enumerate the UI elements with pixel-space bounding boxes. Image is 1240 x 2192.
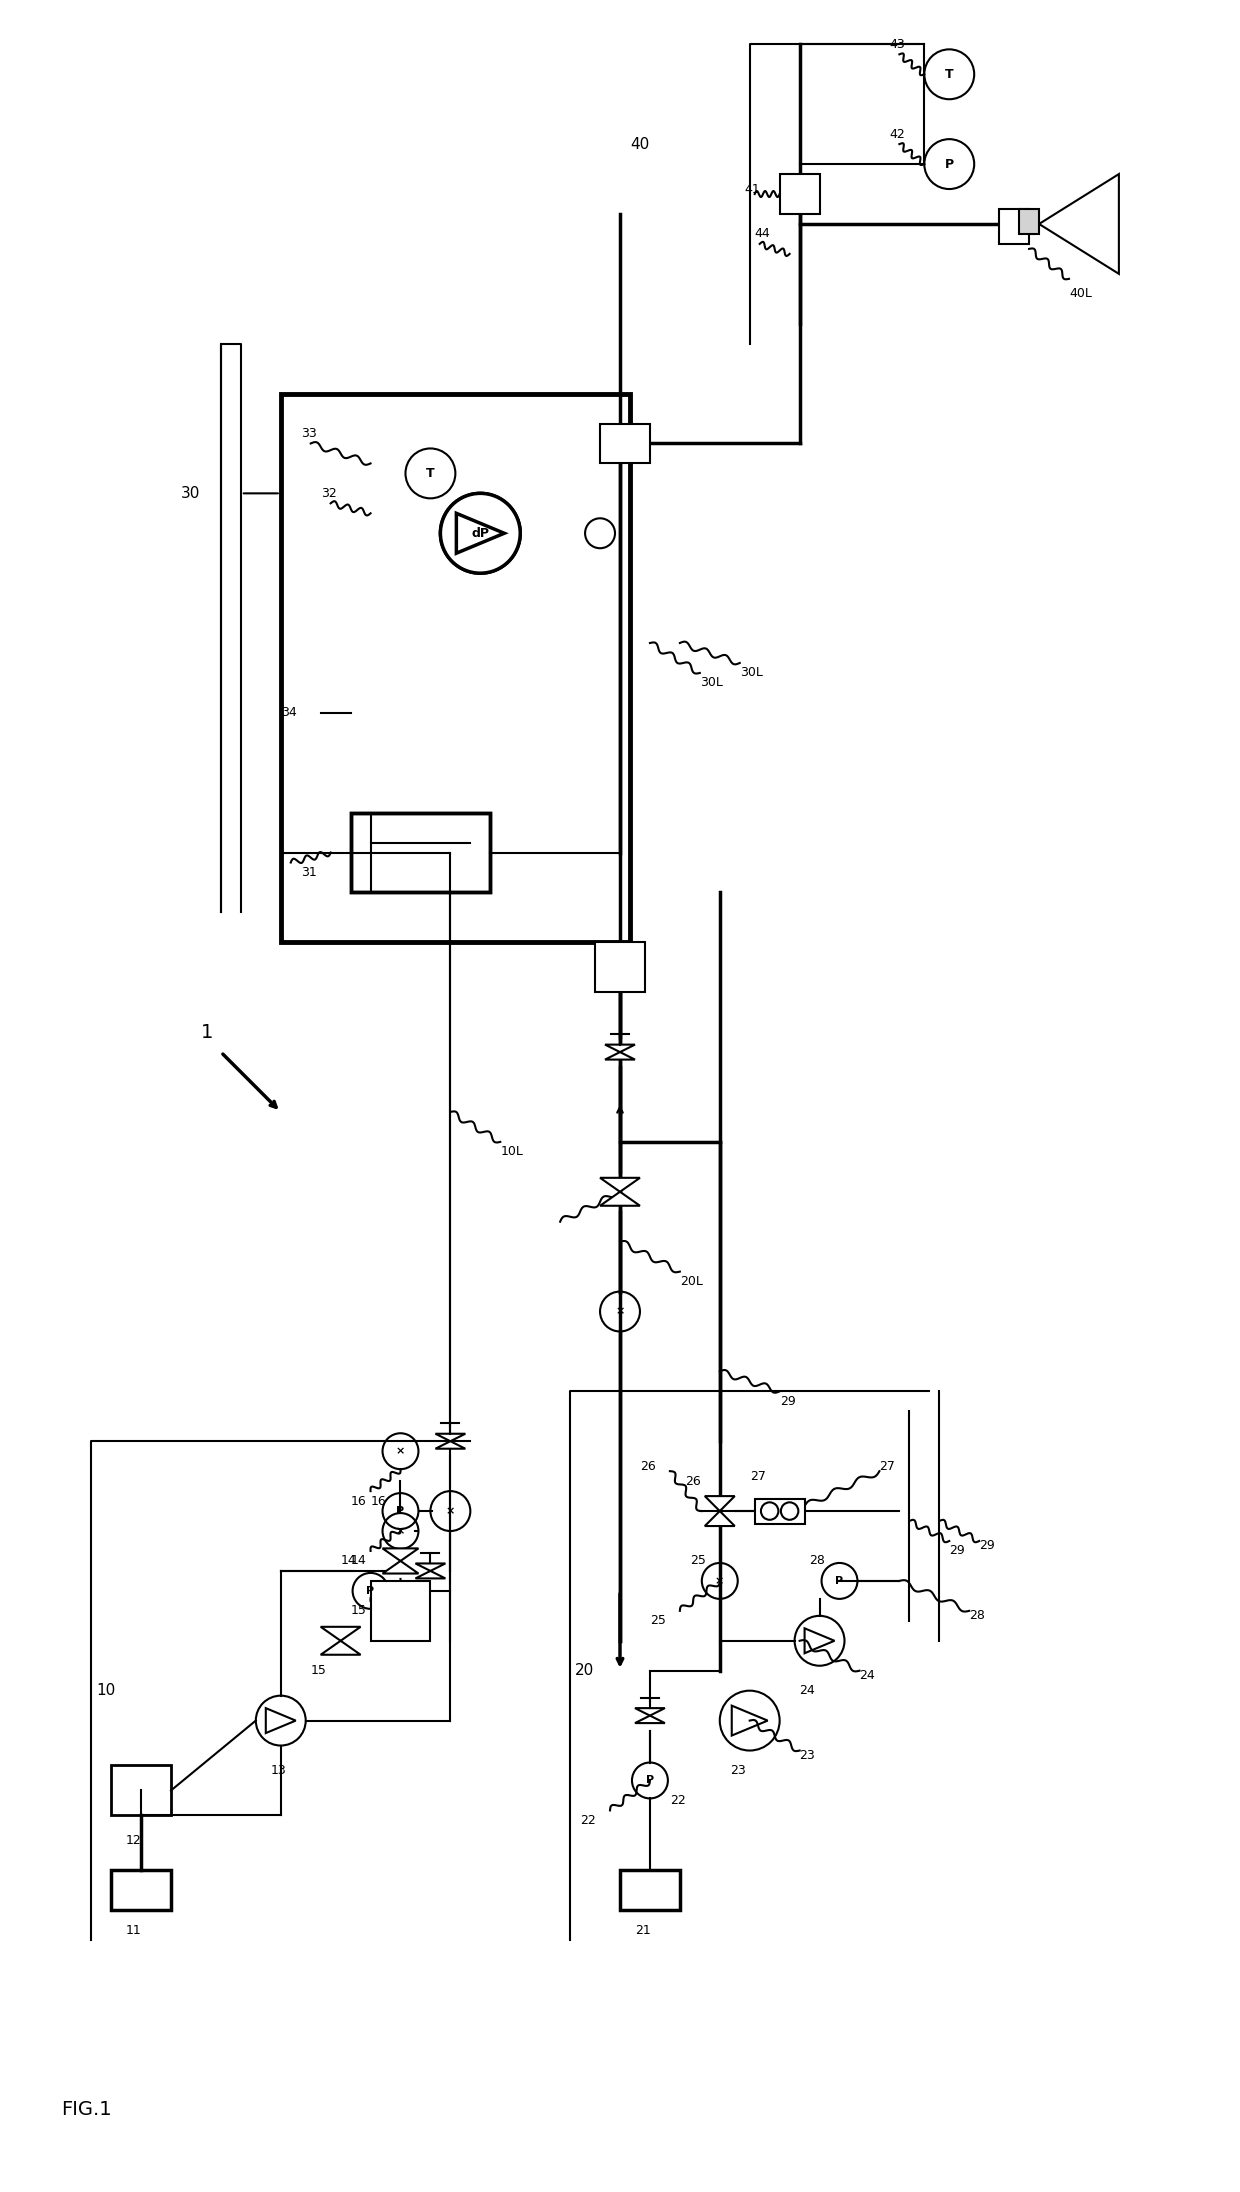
Text: T: T xyxy=(427,467,435,480)
Text: FIG.1: FIG.1 xyxy=(61,2100,112,2120)
Polygon shape xyxy=(382,1548,418,1561)
Text: ×: × xyxy=(396,1447,405,1455)
Text: 12: 12 xyxy=(126,1835,141,1848)
Text: 14: 14 xyxy=(351,1554,366,1567)
Text: 30L: 30L xyxy=(740,666,763,680)
Text: 10: 10 xyxy=(97,1683,115,1699)
Text: 40L: 40L xyxy=(1069,287,1092,300)
Polygon shape xyxy=(415,1563,445,1572)
Text: 22: 22 xyxy=(670,1793,686,1806)
Text: P: P xyxy=(397,1506,404,1517)
Polygon shape xyxy=(704,1510,735,1526)
Polygon shape xyxy=(435,1434,465,1440)
Polygon shape xyxy=(605,1052,635,1059)
Text: ×: × xyxy=(715,1576,724,1585)
Text: 29: 29 xyxy=(980,1539,994,1552)
Text: 40: 40 xyxy=(630,136,650,151)
Bar xyxy=(351,813,490,892)
Text: 25: 25 xyxy=(650,1613,666,1626)
Text: 26: 26 xyxy=(640,1460,656,1473)
Text: 28: 28 xyxy=(810,1554,826,1567)
Text: 41: 41 xyxy=(745,182,760,195)
Text: 15: 15 xyxy=(351,1605,367,1618)
Text: dP: dP xyxy=(471,526,490,539)
Polygon shape xyxy=(704,1497,735,1510)
Circle shape xyxy=(440,493,521,572)
Bar xyxy=(1019,208,1039,235)
Text: 29: 29 xyxy=(780,1394,795,1407)
Text: 26: 26 xyxy=(684,1475,701,1488)
Polygon shape xyxy=(382,1561,418,1574)
Text: 27: 27 xyxy=(750,1469,765,1482)
Bar xyxy=(780,173,820,215)
Text: T: T xyxy=(945,68,954,81)
Polygon shape xyxy=(415,1572,445,1578)
Text: 20: 20 xyxy=(575,1664,594,1679)
Bar xyxy=(620,1870,680,1909)
Bar xyxy=(595,943,645,993)
Text: P: P xyxy=(945,158,954,171)
Text: 31: 31 xyxy=(301,866,316,879)
Text: 22: 22 xyxy=(580,1813,596,1826)
Bar xyxy=(112,1765,171,1815)
Text: 34: 34 xyxy=(280,706,296,719)
Bar xyxy=(755,1499,805,1523)
Text: 30L: 30L xyxy=(699,677,723,690)
Text: 15: 15 xyxy=(311,1664,326,1677)
Text: 13: 13 xyxy=(270,1765,286,1778)
Text: 29: 29 xyxy=(950,1545,965,1559)
Polygon shape xyxy=(605,1046,635,1052)
Text: 23: 23 xyxy=(730,1765,745,1778)
Bar xyxy=(999,208,1029,243)
Text: 27: 27 xyxy=(879,1460,895,1473)
Polygon shape xyxy=(600,1177,640,1192)
Text: ×: × xyxy=(615,1306,625,1317)
Text: 33: 33 xyxy=(301,427,316,441)
Text: P: P xyxy=(836,1576,843,1585)
Text: 28: 28 xyxy=(970,1609,985,1622)
Text: 1: 1 xyxy=(201,1024,213,1041)
Polygon shape xyxy=(635,1708,665,1716)
Bar xyxy=(371,1580,430,1642)
Text: 16: 16 xyxy=(371,1495,387,1508)
Polygon shape xyxy=(435,1440,465,1449)
Polygon shape xyxy=(600,1192,640,1206)
Text: ×: × xyxy=(445,1506,455,1517)
Bar xyxy=(280,395,630,943)
Text: 24: 24 xyxy=(800,1683,816,1697)
Text: 14: 14 xyxy=(341,1554,356,1567)
Polygon shape xyxy=(321,1642,361,1655)
Text: 24: 24 xyxy=(859,1668,875,1681)
Polygon shape xyxy=(635,1716,665,1723)
Text: 44: 44 xyxy=(755,228,770,241)
Text: 32: 32 xyxy=(321,487,336,500)
Text: 42: 42 xyxy=(889,127,905,140)
Text: 21: 21 xyxy=(635,1925,651,1936)
Bar xyxy=(351,813,490,892)
Text: 16: 16 xyxy=(351,1495,366,1508)
Bar xyxy=(112,1870,171,1909)
Text: 23: 23 xyxy=(800,1749,816,1762)
Text: P: P xyxy=(646,1776,653,1786)
Text: ×: × xyxy=(396,1526,405,1537)
Text: 43: 43 xyxy=(889,37,905,50)
Text: 25: 25 xyxy=(689,1554,706,1567)
Text: 30: 30 xyxy=(181,487,201,500)
Bar xyxy=(600,423,650,463)
Text: 11: 11 xyxy=(126,1925,141,1936)
Text: 10L: 10L xyxy=(500,1146,523,1157)
Text: 20L: 20L xyxy=(680,1276,703,1289)
Text: P: P xyxy=(367,1585,374,1596)
Polygon shape xyxy=(321,1626,361,1642)
